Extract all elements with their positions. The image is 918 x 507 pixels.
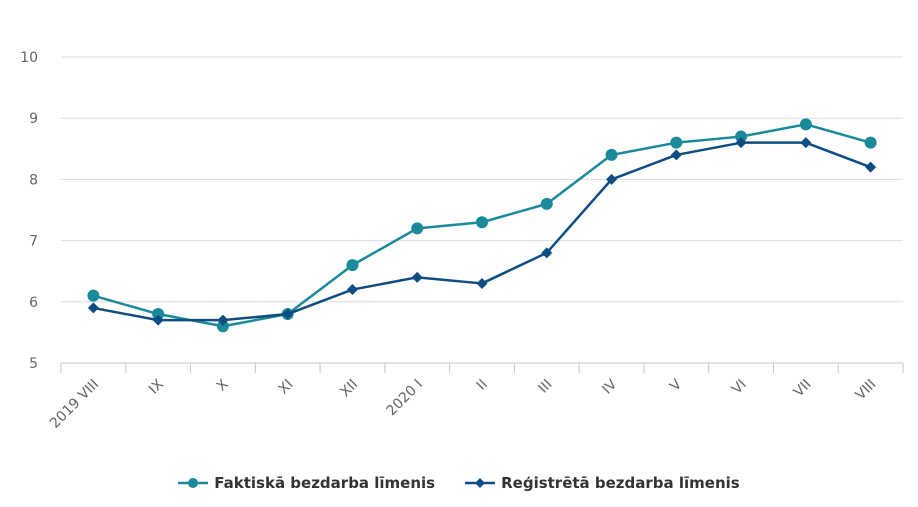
x-tick-label: IX [146,376,167,397]
x-tick-label: VI [729,377,750,398]
series [87,118,877,333]
y-tick-label: 10 [20,50,38,66]
data-point [216,320,229,333]
data-point [864,136,877,149]
data-point [476,277,488,289]
data-point [217,314,229,326]
series-1 [87,137,877,326]
diamond-marker-icon [465,478,496,488]
x-tick-label: VII [791,377,815,401]
series-0 [87,118,877,333]
data-point [670,149,682,161]
y-tick-label: 9 [29,111,38,127]
data-point [800,137,812,149]
data-point [799,118,812,131]
x-tick-label: 2019 VIII [47,377,102,432]
x-tick-label: X [214,376,232,394]
data-point [87,289,100,302]
data-point [152,308,165,321]
data-point [670,136,683,149]
data-point [346,259,359,272]
legend-item-registreta[interactable]: Reģistrētā bezdarba līmenis [465,474,740,492]
x-tick-label: V [667,376,685,394]
x-tick-label: XII [337,377,361,401]
legend-label-registreta: Reģistrētā bezdarba līmenis [501,474,740,492]
y-tick-label: 8 [29,172,38,188]
data-point [541,247,553,259]
data-point [411,271,423,283]
data-point [476,216,488,229]
data-point [346,284,358,296]
legend-label-faktiska: Faktiskā bezdarba līmenis [214,474,436,492]
data-point [282,308,294,320]
grid-lines [61,56,903,303]
data-point [540,197,553,210]
x-tick-label: III [536,377,556,397]
data-point [865,161,877,173]
y-tick-label: 6 [29,295,38,311]
circle-marker-icon [178,478,209,488]
series-line [93,141,872,322]
data-point [152,314,164,326]
data-point [735,130,748,143]
y-tick-label: 5 [29,356,38,372]
data-point [606,173,618,185]
x-tick-label: 2020 I [383,377,426,420]
data-point [735,137,747,149]
x-axis: 2019 VIII IX X XI XII 2020 I II III IV V VI VII VIII [47,362,904,432]
data-point [411,222,424,235]
x-tick-label: IV [599,376,620,397]
legend: Faktiskā bezdarba līmenis Reģistrētā bez… [0,474,918,492]
data-point [87,302,99,314]
x-tick-label: XI [275,377,296,398]
x-tick-label: II [474,377,491,394]
y-tick-label: 7 [29,234,38,250]
data-point [605,148,618,161]
x-tick-label: VIII [853,377,880,404]
y-axis-tick-labels: 5 6 7 8 9 10 [20,50,38,372]
legend-item-faktiska[interactable]: Faktiskā bezdarba līmenis [178,474,435,492]
